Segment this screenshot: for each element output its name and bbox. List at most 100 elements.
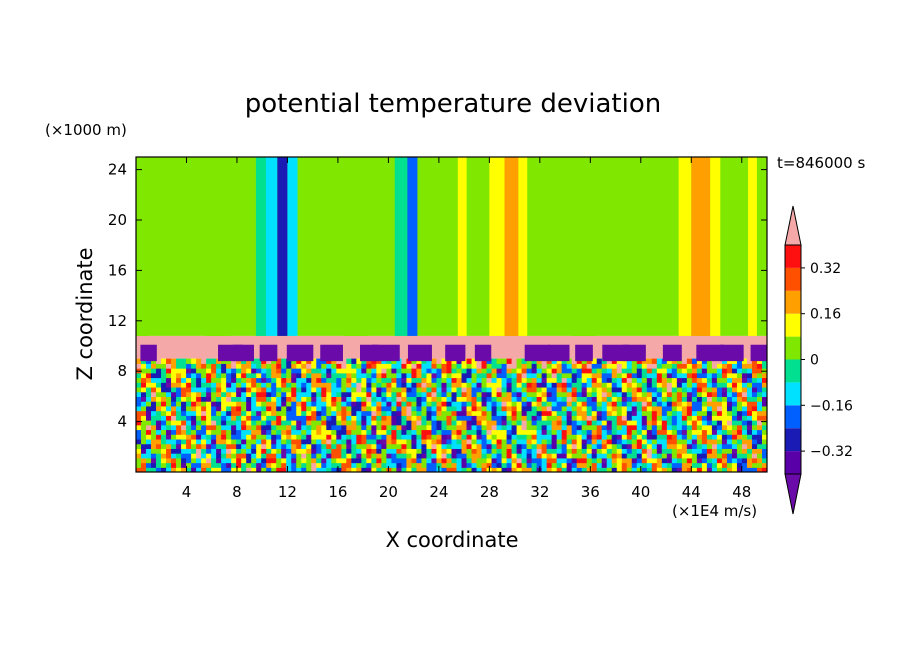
lower-cell bbox=[401, 405, 408, 412]
lower-cell bbox=[141, 391, 147, 397]
lower-cell bbox=[481, 363, 488, 369]
lower-cell bbox=[316, 363, 322, 369]
lower-cell bbox=[706, 372, 713, 379]
lower-cell bbox=[756, 434, 763, 440]
lower-cell bbox=[631, 363, 638, 369]
lower-cell bbox=[226, 396, 232, 402]
colorbar-tick-label: 0.32 bbox=[810, 261, 841, 277]
lower-cell bbox=[566, 396, 573, 402]
lower-cell bbox=[696, 368, 703, 374]
lower-cell bbox=[431, 453, 438, 459]
lower-cell bbox=[526, 420, 533, 426]
lower-cell bbox=[196, 438, 202, 445]
lower-cell bbox=[211, 415, 217, 421]
lower-cell bbox=[551, 377, 558, 383]
lower-cell bbox=[751, 420, 758, 426]
lower-cell bbox=[381, 420, 387, 426]
lower-layer bbox=[136, 358, 767, 472]
upper-column bbox=[518, 157, 528, 336]
lower-cell bbox=[321, 405, 327, 412]
lower-cell bbox=[371, 420, 377, 426]
lower-cell bbox=[596, 462, 603, 468]
lower-cell bbox=[306, 420, 312, 426]
lower-cell bbox=[441, 386, 448, 393]
lower-cell bbox=[741, 443, 748, 449]
lower-cell bbox=[271, 386, 277, 393]
lower-cell bbox=[541, 453, 548, 459]
lower-cell bbox=[591, 405, 598, 412]
lower-cell bbox=[701, 405, 708, 412]
lower-cell bbox=[526, 410, 533, 416]
lower-cell bbox=[191, 457, 197, 464]
lower-cell bbox=[236, 424, 242, 431]
x-tick-label: 16 bbox=[328, 483, 347, 501]
lower-cell bbox=[641, 462, 648, 468]
lower-cell bbox=[631, 386, 638, 393]
lower-cell bbox=[276, 429, 282, 435]
lower-cell bbox=[201, 396, 207, 402]
lower-cell bbox=[536, 368, 543, 374]
lower-cell bbox=[181, 391, 187, 397]
lower-cell bbox=[721, 386, 728, 393]
lower-cell bbox=[686, 410, 693, 416]
lower-cell bbox=[576, 410, 583, 416]
lower-cell bbox=[456, 434, 463, 440]
lower-cell bbox=[561, 396, 568, 402]
lower-cell bbox=[261, 391, 267, 397]
lower-cell bbox=[281, 386, 287, 393]
lower-cell bbox=[371, 401, 377, 407]
lower-cell bbox=[366, 448, 372, 454]
lower-cell bbox=[496, 415, 503, 421]
lower-cell bbox=[756, 368, 763, 374]
lower-cell bbox=[416, 438, 423, 445]
lower-cell bbox=[446, 467, 453, 472]
lower-cell bbox=[506, 368, 513, 374]
lower-cell bbox=[281, 372, 287, 379]
lower-cell bbox=[556, 443, 563, 449]
lower-cell bbox=[696, 382, 703, 388]
lower-cell bbox=[631, 401, 638, 407]
lower-cell bbox=[726, 382, 733, 388]
lower-cell bbox=[686, 443, 693, 449]
lower-cell bbox=[611, 420, 618, 426]
lower-cell bbox=[746, 405, 753, 412]
lower-cell bbox=[241, 368, 247, 374]
lower-cell bbox=[146, 363, 152, 369]
lower-cell bbox=[231, 377, 237, 383]
lower-cell bbox=[281, 391, 287, 397]
lower-cell bbox=[611, 467, 618, 472]
lower-cell bbox=[416, 462, 423, 468]
lower-cell bbox=[451, 391, 458, 397]
lower-cell bbox=[326, 438, 332, 445]
lower-cell bbox=[511, 372, 518, 379]
x-tick-label: 48 bbox=[732, 483, 751, 501]
lower-cell bbox=[661, 462, 668, 468]
lower-cell bbox=[336, 401, 342, 407]
lower-cell bbox=[661, 415, 668, 421]
lower-cell bbox=[591, 368, 598, 374]
lower-cell bbox=[621, 358, 628, 364]
lower-cell bbox=[406, 401, 413, 407]
lower-cell bbox=[236, 372, 242, 379]
lower-cell bbox=[226, 438, 232, 445]
lower-cell bbox=[476, 420, 483, 426]
lower-cell bbox=[706, 401, 713, 407]
lower-cell bbox=[731, 358, 738, 364]
lower-cell bbox=[161, 457, 167, 464]
lower-cell bbox=[536, 453, 543, 459]
lower-cell bbox=[251, 420, 257, 426]
lower-cell bbox=[721, 457, 728, 464]
lower-cell bbox=[696, 438, 703, 445]
lower-cell bbox=[726, 424, 733, 431]
lower-cell bbox=[156, 358, 162, 364]
lower-cell bbox=[556, 467, 563, 472]
lower-cell bbox=[366, 405, 372, 412]
lower-cell bbox=[476, 434, 483, 440]
lower-cell bbox=[356, 386, 362, 393]
lower-cell bbox=[536, 448, 543, 454]
lower-cell bbox=[606, 462, 613, 468]
lower-cell bbox=[571, 377, 578, 383]
lower-cell bbox=[521, 401, 528, 407]
lower-cell bbox=[211, 396, 217, 402]
lower-cell bbox=[726, 401, 733, 407]
